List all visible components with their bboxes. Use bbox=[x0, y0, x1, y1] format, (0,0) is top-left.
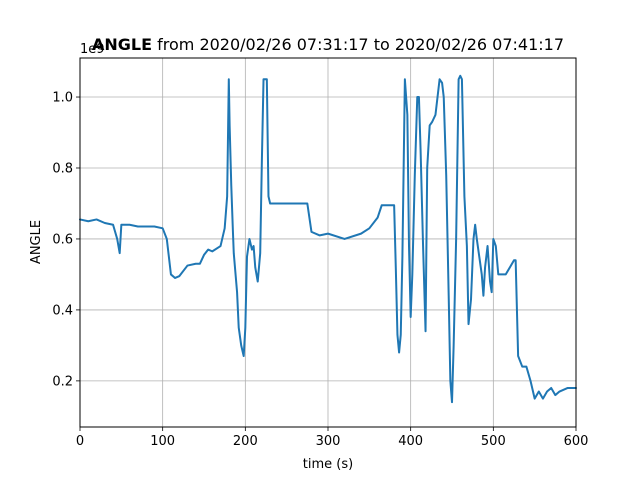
y-tick-label: 0.6 bbox=[52, 232, 73, 247]
series-line bbox=[79, 74, 577, 404]
x-axis-label: time (s) bbox=[303, 457, 353, 472]
y-tick-label: 1.0 bbox=[52, 91, 73, 106]
x-tick-label: 0 bbox=[76, 434, 84, 449]
chart-title-rest: from 2020/02/26 07:31:17 to 2020/02/26 0… bbox=[152, 35, 564, 54]
y-axis-ticks: 0.2 0.4 0.6 0.8 1.0 bbox=[52, 91, 80, 389]
x-tick-label: 300 bbox=[316, 434, 341, 449]
x-axis-ticks: 0 100 200 300 400 500 600 bbox=[76, 427, 589, 449]
x-tick-label: 600 bbox=[564, 434, 589, 449]
series-group bbox=[79, 74, 577, 404]
chart-title-bold: ANGLE bbox=[92, 35, 152, 54]
y-tick-label: 0.2 bbox=[52, 374, 73, 389]
chart-title: ANGLE from 2020/02/26 07:31:17 to 2020/0… bbox=[92, 35, 564, 54]
x-tick-label: 200 bbox=[233, 434, 258, 449]
y-tick-label: 0.4 bbox=[52, 303, 73, 318]
x-tick-label: 400 bbox=[398, 434, 423, 449]
x-tick-label: 100 bbox=[150, 434, 175, 449]
x-tick-label: 500 bbox=[481, 434, 506, 449]
y-axis-label: ANGLE bbox=[29, 220, 44, 264]
y-tick-label: 0.8 bbox=[52, 161, 73, 176]
y-offset-label: 1e9 bbox=[80, 42, 105, 57]
